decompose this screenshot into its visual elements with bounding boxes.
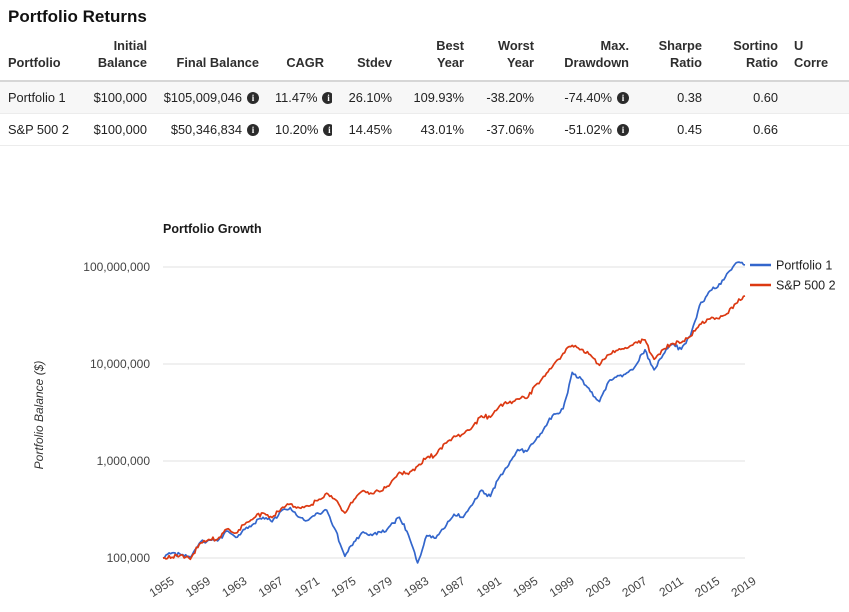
cell-stdev: 14.45%	[332, 113, 400, 146]
x-tick-label: 2003	[583, 574, 613, 600]
cell-final-balance: $105,009,046 i	[155, 80, 267, 114]
y-tick-label: 100,000	[107, 551, 151, 565]
x-tick-label: 1955	[147, 574, 177, 600]
cell-cagr: 11.47% i	[267, 80, 332, 114]
cell-worst-year: -38.20%	[472, 80, 542, 114]
cell-best-year: 109.93%	[400, 80, 472, 114]
legend-label-s-p-500-2[interactable]: S&P 500 2	[776, 279, 836, 293]
cell-sortino-ratio: 0.66	[710, 113, 786, 146]
col-header-u-corre: U Corre	[786, 36, 849, 82]
cell-final-balance: $50,346,834 i	[155, 113, 267, 146]
info-icon[interactable]: i	[323, 123, 332, 136]
x-tick-label: 2007	[619, 574, 649, 600]
y-tick-label: 10,000,000	[90, 357, 150, 371]
cell-portfolio: Portfolio 1	[0, 80, 85, 114]
info-icon[interactable]: i	[617, 91, 629, 104]
col-header-best-year: Best Year	[400, 36, 472, 82]
portfolio-growth-chart: 100,000,000 10,000,000 1,000,000 100,000 19…	[0, 215, 849, 612]
cell-u-corre	[786, 113, 849, 146]
y-axis-title: Portfolio Balance ($)	[32, 361, 46, 470]
x-axis-tick-labels: 1955 1959 1963 1967 1971 1975 1979 1983 1987 1991…	[147, 574, 759, 600]
y-axis-tick-labels: 100,000,000 10,000,000 1,000,000 100,000	[83, 260, 150, 565]
col-header-sortino-ratio: Sortino Ratio	[710, 36, 786, 82]
cell-max-drawdown: -74.40% i	[542, 80, 637, 114]
col-header-stdev: Stdev	[332, 36, 400, 82]
x-tick-label: 1971	[292, 574, 322, 600]
cell-u-corre	[786, 80, 849, 114]
cell-portfolio: S&P 500 2	[0, 113, 85, 146]
col-header-cagr: CAGR	[267, 36, 332, 82]
info-icon[interactable]: i	[247, 123, 259, 136]
portfolio-returns-table: Portfolio Initial Balance Final Balance CAG…	[0, 36, 849, 146]
cell-sharpe-ratio: 0.45	[637, 113, 710, 146]
table-row-s-p-500-2: S&P 500 2 $100,000 $50,346,834 i 10.20% i 14.4…	[0, 113, 849, 146]
x-tick-label: 1983	[401, 574, 431, 600]
cell-initial-balance: $100,000	[85, 113, 155, 146]
x-tick-label: 1975	[328, 574, 358, 600]
cell-initial-balance: $100,000	[85, 80, 155, 114]
col-header-sharpe-ratio: Sharpe Ratio	[637, 36, 710, 82]
x-tick-label: 1987	[438, 574, 468, 600]
chart-legend: Portfolio 1 S&P 500 2	[750, 259, 836, 293]
chart-canvas: 100,000,000 10,000,000 1,000,000 100,000 19…	[32, 222, 836, 600]
cell-worst-year: -37.06%	[472, 113, 542, 146]
x-tick-label: 1959	[183, 574, 213, 600]
cell-sortino-ratio: 0.60	[710, 80, 786, 114]
legend-label-portfolio-1[interactable]: Portfolio 1	[776, 259, 832, 273]
col-header-initial-balance: Initial Balance	[85, 36, 155, 82]
x-tick-label: 1999	[547, 574, 577, 600]
x-tick-label: 1963	[219, 574, 249, 600]
x-tick-label: 1967	[256, 574, 286, 600]
returns-table-wrap: Portfolio Initial Balance Final Balance CAG…	[0, 36, 849, 146]
info-icon[interactable]: i	[322, 91, 332, 104]
info-icon[interactable]: i	[617, 123, 629, 136]
cell-cagr: 10.20% i	[267, 113, 332, 146]
col-header-worst-year: Worst Year	[472, 36, 542, 82]
page-title: Portfolio Returns	[8, 7, 147, 26]
gridlines	[163, 266, 745, 559]
x-tick-label: 1979	[365, 574, 395, 600]
series-line-s-p-500-2	[162, 295, 746, 561]
y-tick-label: 100,000,000	[83, 260, 150, 274]
x-tick-label: 1995	[510, 574, 540, 600]
x-tick-label: 2015	[692, 574, 722, 600]
table-header-row: Portfolio Initial Balance Final Balance CAG…	[0, 36, 849, 82]
col-header-final-balance: Final Balance	[155, 36, 267, 82]
cell-stdev: 26.10%	[332, 80, 400, 114]
cell-sharpe-ratio: 0.38	[637, 80, 710, 114]
x-tick-label: 2011	[657, 574, 687, 600]
chart-title: Portfolio Growth	[163, 222, 262, 236]
y-tick-label: 1,000,000	[97, 454, 151, 468]
cell-best-year: 43.01%	[400, 113, 472, 146]
x-tick-label: 1991	[474, 574, 504, 600]
col-header-portfolio: Portfolio	[0, 36, 85, 82]
series-line-portfolio-1	[162, 261, 746, 564]
x-tick-label: 2019	[729, 574, 759, 600]
cell-max-drawdown: -51.02% i	[542, 113, 637, 146]
table-row-portfolio-1: Portfolio 1 $100,000 $105,009,046 i 11.47% i 2…	[0, 80, 849, 114]
col-header-max-drawdown: Max. Drawdown	[542, 36, 637, 82]
info-icon[interactable]: i	[247, 91, 259, 104]
